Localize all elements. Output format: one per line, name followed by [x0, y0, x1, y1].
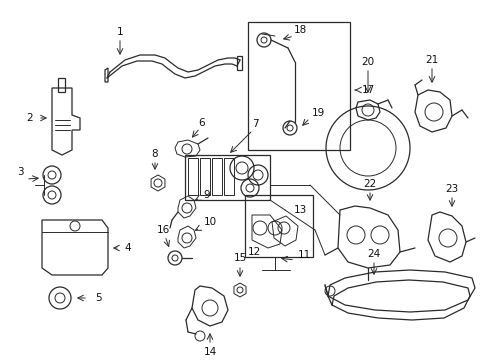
Text: 4: 4 [124, 243, 131, 253]
Text: 21: 21 [425, 55, 439, 65]
Text: 5: 5 [95, 293, 101, 303]
Text: 17: 17 [362, 85, 375, 95]
Text: 18: 18 [294, 25, 307, 35]
Text: 3: 3 [17, 167, 24, 177]
Text: 7: 7 [252, 119, 258, 129]
Text: 2: 2 [26, 113, 33, 123]
Text: 1: 1 [117, 27, 123, 37]
Text: 10: 10 [203, 217, 217, 227]
Bar [248, 22, 350, 150]
Text: 22: 22 [364, 179, 377, 189]
Text: 12: 12 [247, 247, 261, 257]
Text: 24: 24 [368, 249, 381, 259]
Text: 16: 16 [156, 225, 170, 235]
Bar [245, 195, 313, 257]
Text: 20: 20 [362, 57, 374, 67]
Text: 15: 15 [233, 253, 246, 263]
Text: 14: 14 [203, 347, 217, 357]
Text: 11: 11 [297, 250, 311, 260]
Text: 23: 23 [445, 184, 459, 194]
Text: 6: 6 [198, 118, 205, 128]
Text: 9: 9 [204, 190, 210, 200]
Text: 19: 19 [311, 108, 325, 118]
Text: 13: 13 [294, 205, 307, 215]
Text: 8: 8 [152, 149, 158, 159]
